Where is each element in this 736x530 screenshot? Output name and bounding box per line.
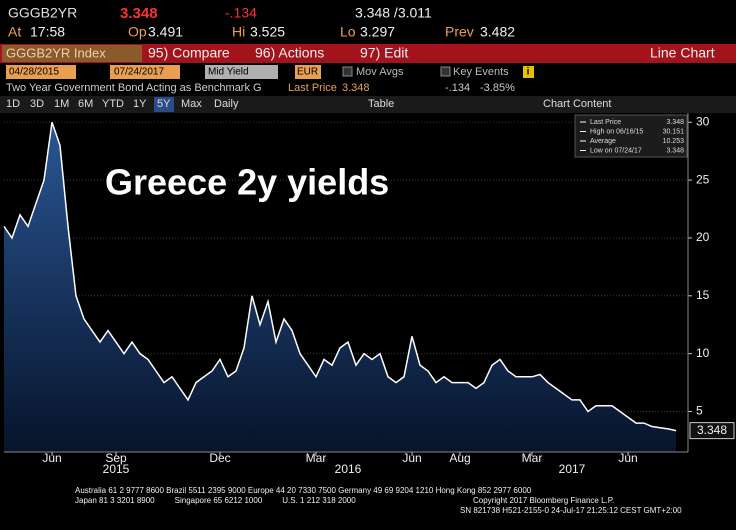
chart-title: Greece 2y yields xyxy=(105,162,389,203)
compare[interactable]: 95) Compare xyxy=(148,45,230,61)
chart-content[interactable]: Chart Content xyxy=(543,98,611,110)
period-bar xyxy=(0,96,736,113)
period-button[interactable]: 3D xyxy=(30,98,44,110)
footer-copyright: Copyright 2017 Bloomberg Finance L.P. xyxy=(473,496,614,505)
y-tick-label: 25 xyxy=(696,172,710,186)
toolbar-bar xyxy=(0,44,736,63)
stats-name: Average xyxy=(590,138,616,145)
stats-value: 10.253 xyxy=(663,138,685,145)
mov-avgs-checkbox[interactable] xyxy=(342,66,353,77)
mov-avgs[interactable]: Mov Avgs xyxy=(356,66,404,78)
info-change-pct: -3.85% xyxy=(480,82,515,94)
start-date-box[interactable] xyxy=(6,65,76,79)
y-tick-label: 30 xyxy=(696,114,710,128)
last-price: 3.348 xyxy=(342,82,370,94)
ticker: GGGB2YR xyxy=(8,5,77,21)
year-label: 2016 xyxy=(335,462,362,476)
quote-value: 3.491 xyxy=(148,24,183,40)
description: Two Year Government Bond Acting as Bench… xyxy=(6,82,262,94)
x-tick-label: Mar xyxy=(522,451,543,465)
x-tick-label: Jun xyxy=(402,451,421,465)
info-icon[interactable] xyxy=(523,66,534,78)
start-date[interactable]: 04/28/2015 xyxy=(9,67,59,78)
quote-label: At xyxy=(8,24,21,40)
stats-name: Last Price xyxy=(590,119,621,126)
x-tick-label: Dec xyxy=(209,451,230,465)
footer-line: Australia 61 2 9777 8600 Brazil 5511 239… xyxy=(75,486,532,495)
footer-line: Japan 81 3 3201 8900 Singapore 65 6212 1… xyxy=(75,496,356,505)
y-tick-label: 15 xyxy=(696,288,710,302)
view[interactable]: Line Chart xyxy=(650,45,715,61)
line xyxy=(3,122,677,432)
actions[interactable]: 96) Actions xyxy=(255,45,324,61)
price: 3.348 xyxy=(120,5,158,22)
security-box xyxy=(2,45,142,62)
quote-label: Op xyxy=(128,24,147,40)
stats-name: Low on 07/24/17 xyxy=(590,147,642,154)
change: -.134 xyxy=(225,5,257,21)
quote-label: Lo xyxy=(340,24,356,40)
stats-value: 3.348 xyxy=(666,119,684,126)
period-button[interactable]: 1M xyxy=(54,98,69,110)
key-events[interactable]: Key Events xyxy=(453,66,509,78)
info-icon-glyph: i xyxy=(527,67,530,78)
security[interactable]: GGGB2YR Index xyxy=(6,45,106,60)
y-tick-label: 5 xyxy=(696,404,703,418)
last-price-label: Last Price xyxy=(288,82,337,94)
range: 3.348 /3.011 xyxy=(355,5,432,21)
field-box[interactable] xyxy=(205,65,278,79)
quote-value: 3.482 xyxy=(480,24,515,40)
edit[interactable]: 97) Edit xyxy=(360,45,408,61)
y-tick-label: 20 xyxy=(696,230,710,244)
quote-label: Hi xyxy=(232,24,245,40)
quote-value: 17:58 xyxy=(30,24,65,40)
area xyxy=(4,122,676,452)
key-events-checkbox[interactable] xyxy=(440,66,451,77)
table-button[interactable]: Table xyxy=(368,98,394,110)
year-label: 2017 xyxy=(559,462,586,476)
last-value-tag xyxy=(689,422,735,440)
info-change: -.134 xyxy=(445,82,470,94)
period-button[interactable]: 1Y xyxy=(133,98,147,110)
last-value: 3.348 xyxy=(697,423,727,437)
x-tick-label: Jun xyxy=(42,451,61,465)
period-button[interactable]: 6M xyxy=(78,98,93,110)
period-button[interactable]: 1D xyxy=(6,98,20,110)
currency-box[interactable] xyxy=(295,65,321,79)
x-tick-label: Aug xyxy=(449,451,470,465)
x-tick-label: Sep xyxy=(105,451,127,465)
period-button[interactable]: 5Y xyxy=(157,98,171,110)
quote-label: Prev xyxy=(445,24,474,40)
period-button[interactable]: Max xyxy=(181,98,202,110)
quote-value: 3.525 xyxy=(250,24,285,40)
currency[interactable]: EUR xyxy=(297,67,318,78)
frequency[interactable]: Daily xyxy=(214,98,239,110)
field[interactable]: Mid Yield xyxy=(208,67,249,78)
footer-line: SN 821738 H521-2155-0 24-Jul-17 21:25:12… xyxy=(460,506,682,515)
x-tick-label: Jun xyxy=(618,451,637,465)
stats-box xyxy=(574,114,688,158)
y-tick-label: 10 xyxy=(696,346,710,360)
stats-name: High on 06/16/15 xyxy=(590,128,643,135)
end-date-box[interactable] xyxy=(110,65,180,79)
year-label: 2015 xyxy=(103,462,130,476)
x-tick-label: Mar xyxy=(306,451,327,465)
period-selected xyxy=(154,97,174,112)
quote-value: 3.297 xyxy=(360,24,395,40)
stats-value: 30.151 xyxy=(663,128,685,135)
end-date[interactable]: 07/24/2017 xyxy=(114,67,164,78)
period-button[interactable]: YTD xyxy=(102,98,124,110)
stats-value: 3.348 xyxy=(666,147,684,154)
